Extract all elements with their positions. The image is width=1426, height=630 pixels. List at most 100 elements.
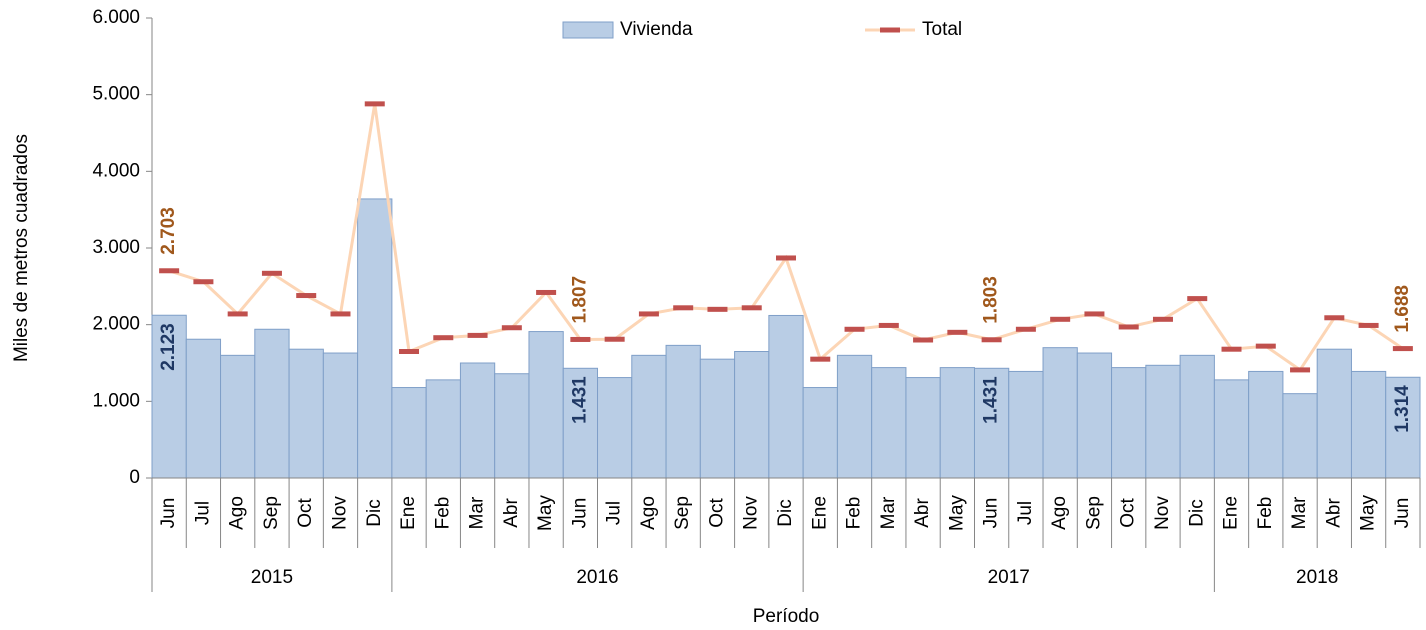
- group-label: 2017: [988, 567, 1030, 588]
- x-tick-label: Mar: [878, 496, 899, 529]
- x-tick-label: Sep: [261, 496, 282, 530]
- bar: [665, 344, 701, 479]
- bar: [425, 379, 461, 479]
- data-label: 2.123: [158, 323, 179, 371]
- x-axis-label: Período: [753, 606, 820, 627]
- legend-marker: [880, 27, 900, 33]
- x-tick-label: Nov: [330, 496, 351, 530]
- bar: [220, 354, 256, 479]
- x-tick-label: Oct: [1118, 498, 1139, 528]
- marker: [1118, 324, 1139, 330]
- bar: [1145, 364, 1181, 479]
- marker: [1221, 346, 1242, 352]
- marker: [981, 337, 1002, 343]
- x-tick-label: Oct: [706, 498, 727, 528]
- marker: [1084, 311, 1105, 317]
- marker: [261, 270, 282, 276]
- bar: [1111, 367, 1147, 479]
- marker: [673, 305, 694, 311]
- data-label: 1.807: [569, 276, 590, 324]
- bar: [905, 377, 941, 479]
- bar: [836, 354, 873, 479]
- bar: [1042, 347, 1078, 479]
- group-label: 2018: [1296, 567, 1338, 588]
- x-tick-label: Ene: [398, 496, 419, 530]
- x-tick-label: Feb: [432, 497, 453, 530]
- marker: [913, 337, 934, 343]
- y-tick-label: 6.000: [92, 7, 140, 28]
- marker: [227, 311, 248, 317]
- marker: [638, 311, 659, 317]
- marker: [193, 279, 214, 285]
- marker: [741, 305, 762, 311]
- marker: [433, 335, 454, 341]
- legend-swatch: [562, 21, 614, 39]
- bar: [151, 314, 187, 479]
- y-tick-label: 4.000: [92, 160, 140, 181]
- marker: [467, 332, 488, 338]
- marker: [1015, 326, 1036, 332]
- x-tick-label: May: [946, 495, 967, 531]
- bar: [494, 373, 530, 479]
- group-label: 2016: [576, 567, 618, 588]
- x-tick-label: Feb: [844, 497, 865, 530]
- x-tick-label: Jul: [604, 501, 625, 525]
- y-tick-label: 5.000: [92, 84, 140, 105]
- bar: [1213, 379, 1250, 479]
- bar: [699, 358, 736, 479]
- bar: [1316, 348, 1352, 479]
- x-tick-label: Jun: [981, 498, 1002, 529]
- x-tick-label: Jun: [569, 498, 590, 529]
- marker: [1187, 296, 1208, 302]
- marker: [604, 336, 625, 342]
- x-tick-label: Mar: [1289, 496, 1310, 529]
- marker: [947, 329, 968, 335]
- y-tick-label: 3.000: [92, 237, 140, 258]
- x-tick-label: Abr: [501, 498, 522, 528]
- bar: [1350, 370, 1387, 479]
- x-tick-label: Ago: [227, 496, 248, 530]
- legend-label: Vivienda: [620, 19, 693, 40]
- bar: [734, 351, 770, 479]
- x-tick-label: Sep: [1083, 496, 1104, 530]
- marker: [1290, 367, 1311, 373]
- bar: [1076, 352, 1113, 479]
- x-tick-label: Oct: [295, 498, 316, 528]
- marker: [1392, 346, 1413, 352]
- x-tick-label: Abr: [912, 498, 933, 528]
- marker: [399, 349, 420, 354]
- bar: [357, 198, 393, 479]
- y-tick-label: 2.000: [92, 314, 140, 335]
- bar: [631, 354, 667, 479]
- bar: [1008, 370, 1044, 479]
- bar: [528, 331, 564, 479]
- marker: [536, 289, 557, 295]
- y-tick-label: 0: [129, 467, 140, 488]
- x-tick-label: May: [535, 495, 556, 531]
- y-tick-label: 1.000: [92, 390, 140, 411]
- marker: [1050, 316, 1071, 322]
- x-tick-label: Nov: [741, 496, 762, 530]
- x-tick-label: Mar: [467, 496, 488, 529]
- x-tick-label: Dic: [364, 499, 385, 526]
- bar: [459, 362, 496, 479]
- bar: [254, 328, 290, 479]
- data-label: 1.688: [1392, 285, 1413, 333]
- x-tick-label: Sep: [672, 496, 693, 530]
- marker: [1358, 322, 1379, 328]
- data-label: 1.431: [981, 376, 1002, 424]
- x-tick-label: May: [1358, 495, 1379, 531]
- marker: [501, 325, 522, 331]
- x-tick-label: Ago: [638, 496, 659, 530]
- marker: [878, 322, 899, 328]
- x-tick-label: Dic: [775, 499, 796, 526]
- bar: [871, 367, 907, 479]
- bar: [288, 348, 324, 479]
- marker: [810, 356, 831, 362]
- x-tick-label: Ago: [1049, 496, 1070, 530]
- x-tick-label: Nov: [1152, 496, 1173, 530]
- data-label: 2.703: [158, 207, 179, 255]
- data-label: 1.803: [981, 276, 1002, 324]
- group-label: 2015: [251, 567, 293, 588]
